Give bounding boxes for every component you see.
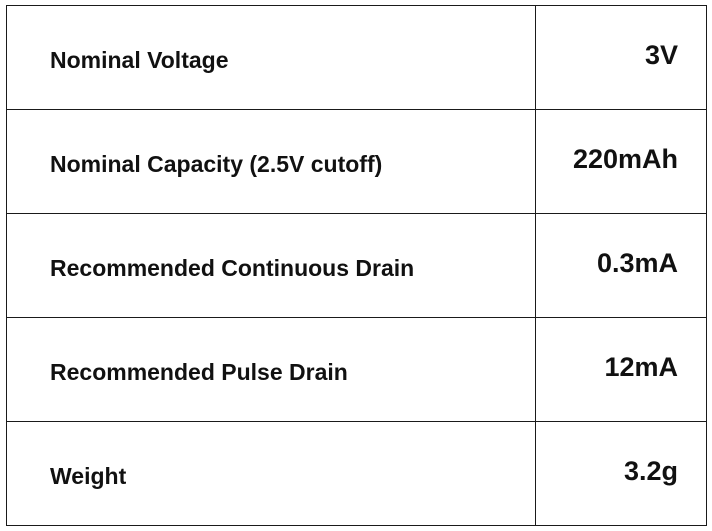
- spec-value-cell: 220mAh: [535, 109, 707, 214]
- spec-label: Recommended Continuous Drain: [50, 255, 415, 281]
- spec-value: 3.2g: [623, 456, 678, 486]
- spec-label: Nominal Capacity (2.5V cutoff): [50, 151, 383, 177]
- specifications-table: Nominal Voltage 3V Nominal Capacity (2.5…: [6, 5, 707, 526]
- table-row: Nominal Capacity (2.5V cutoff) 220mAh: [6, 109, 707, 214]
- table-row: Recommended Pulse Drain 12mA: [6, 317, 707, 422]
- spec-value-cell: 3.2g: [535, 421, 707, 526]
- spec-value: 3V: [644, 40, 678, 70]
- spec-label-cell: Weight: [6, 421, 536, 526]
- table-row: Recommended Continuous Drain 0.3mA: [6, 213, 707, 318]
- spec-label-cell: Recommended Pulse Drain: [6, 317, 536, 422]
- spec-value: 0.3mA: [596, 248, 678, 278]
- spec-label-cell: Nominal Voltage: [6, 5, 536, 110]
- spec-value-cell: 0.3mA: [535, 213, 707, 318]
- spec-label: Recommended Pulse Drain: [50, 359, 348, 385]
- table-row: Weight 3.2g: [6, 421, 707, 526]
- spec-value: 220mAh: [572, 144, 678, 174]
- spec-label-cell: Nominal Capacity (2.5V cutoff): [6, 109, 536, 214]
- spec-label: Weight: [50, 463, 127, 489]
- spec-value-cell: 3V: [535, 5, 707, 110]
- spec-label: Nominal Voltage: [50, 47, 229, 73]
- spec-label-cell: Recommended Continuous Drain: [6, 213, 536, 318]
- spec-value: 12mA: [604, 352, 678, 382]
- spec-value-cell: 12mA: [535, 317, 707, 422]
- table-row: Nominal Voltage 3V: [6, 5, 707, 110]
